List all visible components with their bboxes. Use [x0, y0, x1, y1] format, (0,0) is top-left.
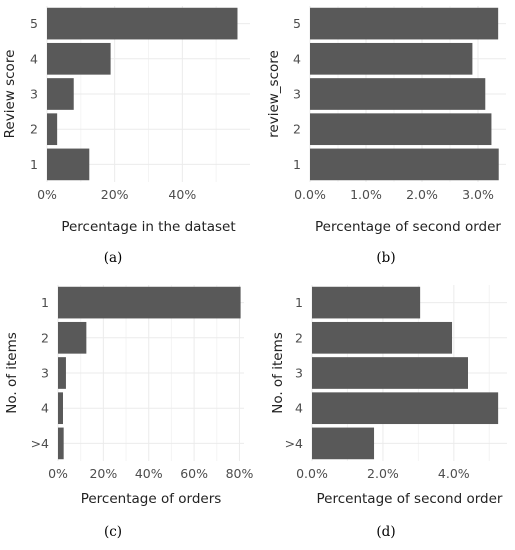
- y-tick-label: 5: [293, 16, 301, 31]
- x-axis-title: Percentage of orders: [81, 491, 222, 507]
- x-tick-label: 60%: [180, 466, 208, 481]
- x-tick-label: 40%: [135, 466, 163, 481]
- y-tick-label: 2: [41, 330, 49, 345]
- x-axis-title: Percentage of second order: [317, 491, 503, 507]
- x-axis-title: Percentage of second order: [315, 219, 501, 235]
- bar-1: [312, 286, 421, 319]
- x-tick-label: 3.0%: [462, 187, 494, 202]
- y-tick-label: 4: [30, 51, 38, 66]
- y-tick-label: 1: [293, 157, 301, 172]
- bar-gt4: [312, 427, 375, 460]
- bar-3: [310, 78, 486, 110]
- y-tick-label: 3: [293, 87, 301, 102]
- x-tick-label: 80%: [226, 466, 254, 481]
- chart-panel-b: 1 2 3 4 5 0.0% 1.0% 2.0% 3.0% Percentage of secon…: [266, 6, 506, 266]
- x-tick-label: 20%: [101, 187, 129, 202]
- x-tick-label: 0%: [48, 466, 68, 481]
- bar-5: [47, 7, 238, 40]
- panel-caption: (a): [104, 250, 123, 266]
- bar-3: [58, 357, 66, 389]
- bar-4: [310, 42, 473, 75]
- bar-5: [310, 7, 499, 40]
- y-tick-label: 4: [41, 401, 49, 416]
- bar-2: [58, 321, 87, 354]
- y-tick-label: 1: [30, 157, 38, 172]
- y-tick-label: 3: [41, 366, 49, 381]
- x-tick-label: 0.0%: [296, 466, 328, 481]
- bar-2: [310, 113, 492, 146]
- bar-4: [312, 392, 499, 425]
- chart-panel-c: >4 4 3 2 1 0% 20% 40% 60% 80% Percentage of orders…: [4, 285, 253, 540]
- y-axis-title: Review score: [2, 50, 18, 139]
- panel-caption: (b): [376, 250, 395, 266]
- y-tick-label: 2: [30, 122, 38, 137]
- y-tick-label: 1: [295, 295, 303, 310]
- x-tick-label: 2.0%: [406, 187, 438, 202]
- x-tick-label: 20%: [89, 466, 117, 481]
- x-tick-label: 0.0%: [294, 187, 326, 202]
- bar-2: [47, 113, 58, 146]
- x-axis-title: Percentage in the dataset: [61, 219, 235, 235]
- y-tick-label: 2: [293, 122, 301, 137]
- y-tick-label: 2: [295, 330, 303, 345]
- y-tick-label: 3: [295, 366, 303, 381]
- chart-panel-d: >4 4 3 2 1 0.0% 2.0% 4.0% Percentage of second o…: [270, 285, 507, 540]
- y-tick-label: >4: [31, 436, 49, 451]
- x-tick-label: 2.0%: [367, 466, 399, 481]
- y-axis-title: No. of items: [270, 332, 286, 414]
- panel-caption: (c): [104, 524, 122, 540]
- bar-3: [312, 357, 468, 389]
- bar-3: [47, 78, 74, 110]
- y-tick-label: 4: [295, 401, 303, 416]
- bar-4: [47, 42, 111, 75]
- y-tick-label: 1: [41, 295, 49, 310]
- bar-gt4: [58, 427, 64, 460]
- y-axis-title: review_score: [266, 50, 282, 138]
- bar-1: [310, 148, 499, 181]
- bar-1: [47, 148, 90, 181]
- x-tick-label: 40%: [168, 187, 196, 202]
- x-tick-label: 4.0%: [438, 466, 470, 481]
- y-axis-title: No. of items: [4, 332, 20, 414]
- bar-2: [312, 321, 453, 354]
- x-tick-label: 0%: [37, 187, 57, 202]
- y-tick-label: 5: [30, 16, 38, 31]
- x-tick-label: 1.0%: [350, 187, 382, 202]
- panel-caption: (d): [376, 524, 395, 540]
- bar-1: [58, 286, 241, 319]
- bar-4: [58, 392, 63, 425]
- y-tick-label: 3: [30, 87, 38, 102]
- chart-panel-a: 1 2 3 4 5 0% 20% 40% Percentage in the dataset Re…: [2, 6, 250, 266]
- y-tick-label: >4: [285, 436, 303, 451]
- y-tick-label: 4: [293, 51, 301, 66]
